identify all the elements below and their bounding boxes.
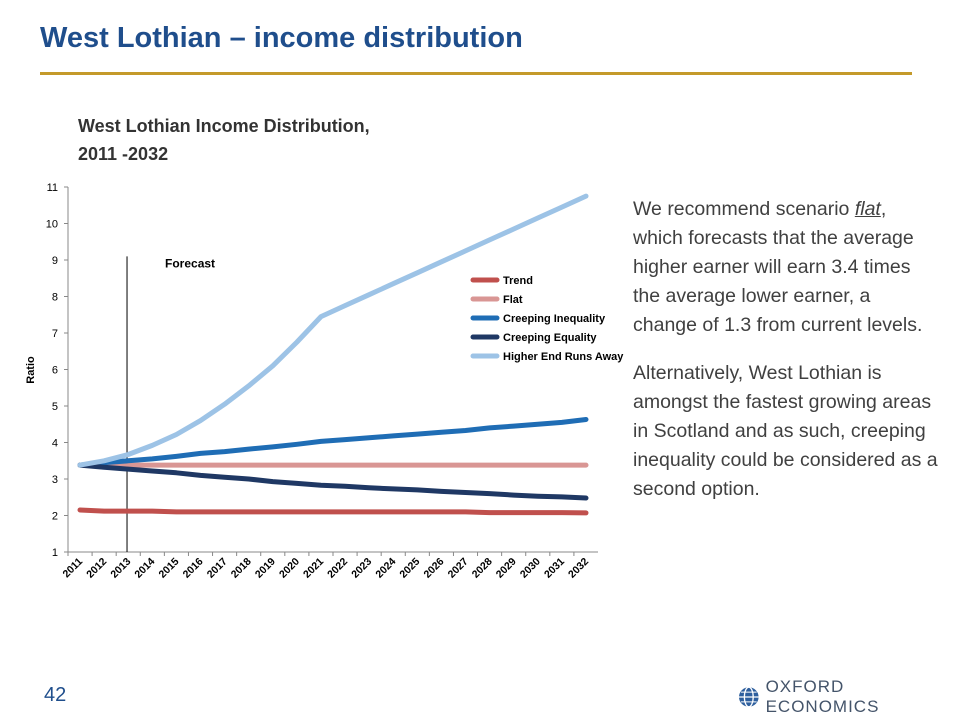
x-tick-label: 2016	[181, 556, 206, 581]
x-tick-label: 2022	[325, 556, 350, 581]
y-tick-label: 6	[52, 365, 58, 377]
commentary-p1-emphasis: flat	[854, 198, 881, 220]
x-tick-label: 2015	[157, 556, 182, 581]
legend-label: Trend	[503, 275, 533, 287]
series-line	[77, 193, 589, 468]
legend-label: Creeping Equality	[503, 332, 597, 344]
y-tick-label: 11	[47, 182, 58, 194]
chart-title: West Lothian Income Distribution, 2011 -…	[78, 116, 370, 164]
x-tick-label: 2028	[470, 556, 495, 581]
legend-label: Higher End Runs Away	[503, 351, 624, 363]
y-tick-label: 4	[52, 438, 58, 450]
x-tick-label: 2019	[253, 556, 278, 581]
x-tick-label: 2020	[277, 556, 302, 581]
series-line	[77, 462, 589, 501]
title-rule	[40, 72, 912, 75]
brand-logo: OXFORD ECONOMICS	[738, 677, 960, 717]
x-tick-label: 2029	[494, 556, 519, 581]
legend-label: Creeping Inequality	[503, 313, 606, 325]
x-tick-label: 2025	[397, 556, 422, 581]
x-tick-label: 2031	[542, 556, 567, 581]
x-tick-label: 2013	[108, 556, 133, 581]
slide-title: West Lothian – income distribution	[40, 22, 523, 54]
x-tick-label: 2024	[373, 556, 398, 581]
legend-label: Flat	[503, 294, 523, 306]
x-tick-label: 2011	[61, 556, 86, 581]
x-tick-label: 2032	[566, 556, 591, 581]
y-tick-label: 1	[52, 547, 58, 559]
y-tick-label: 5	[52, 401, 58, 413]
series-line	[77, 417, 589, 468]
x-tick-label: 2026	[422, 556, 447, 581]
globe-icon	[738, 686, 759, 708]
x-tick-label: 2023	[349, 556, 374, 581]
forecast-annotation: Forecast	[165, 257, 215, 271]
commentary-p1-end: , which forecasts that the average highe…	[633, 198, 923, 336]
x-tick-label: 2030	[518, 556, 543, 581]
commentary-paragraph-1: We recommend scenario flat, which foreca…	[633, 195, 938, 340]
commentary-p1-start: We recommend scenario	[633, 198, 855, 220]
y-tick-label: 8	[52, 292, 58, 304]
x-tick-label: 2014	[132, 556, 157, 581]
page-number: 42	[44, 684, 67, 706]
y-tick-label: 3	[52, 474, 58, 486]
x-tick-label: 2021	[301, 556, 326, 581]
x-tick-label: 2012	[84, 556, 109, 581]
y-tick-label: 7	[52, 328, 58, 340]
y-axis-label: Ratio	[25, 356, 37, 384]
x-tick-label: 2017	[205, 556, 230, 581]
commentary: We recommend scenario flat, which foreca…	[633, 195, 938, 523]
y-tick-label: 10	[46, 219, 58, 231]
y-tick-label: 9	[52, 255, 58, 267]
brand-name: OXFORD ECONOMICS	[765, 677, 880, 716]
x-tick-label: 2027	[446, 556, 471, 581]
x-tick-label: 2018	[229, 556, 254, 581]
y-tick-label: 2	[52, 511, 58, 523]
series-line	[77, 507, 589, 516]
commentary-paragraph-2: Alternatively, West Lothian is amongst t…	[633, 362, 938, 500]
